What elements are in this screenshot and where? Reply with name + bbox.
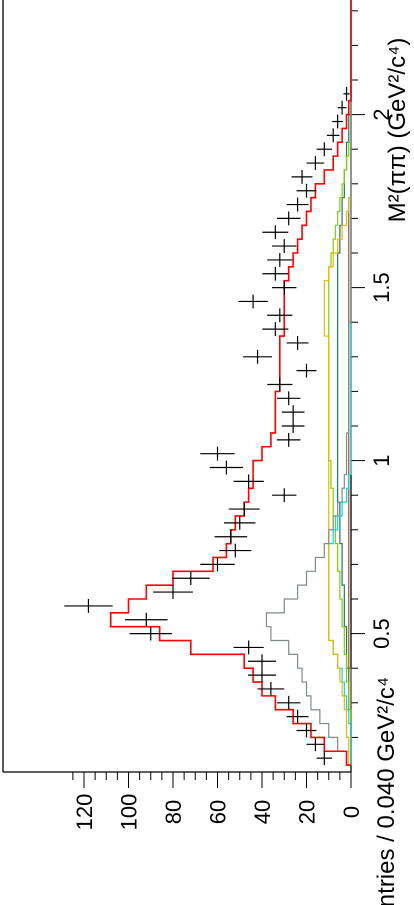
fit-curves	[109, 0, 352, 766]
x-tick-label: 0.5	[369, 618, 394, 649]
y-tick-label: 60	[206, 800, 231, 824]
y-tick-label: 100	[117, 794, 142, 831]
fit-series-4	[323, 0, 352, 766]
fit-series-6	[109, 0, 352, 766]
x-tick-label: 1.5	[369, 272, 394, 303]
x-tick-label: 2	[369, 108, 394, 120]
y-tick-label: 20	[295, 800, 320, 824]
axes	[2, 0, 365, 788]
data-points	[64, 86, 350, 766]
y-axis-label: Entries / 0.040 GeV²/c⁴	[373, 677, 400, 905]
fit-series-5	[265, 0, 352, 766]
y-tick-label: 120	[72, 794, 97, 831]
y-tick-label: 80	[161, 800, 186, 824]
y-tick-label: 40	[250, 800, 275, 824]
x-tick-label: 1	[369, 454, 394, 466]
y-tick-label: 0	[339, 806, 364, 818]
x-axis-label: M²(ππ) (GeV²/c⁴)	[384, 38, 411, 223]
